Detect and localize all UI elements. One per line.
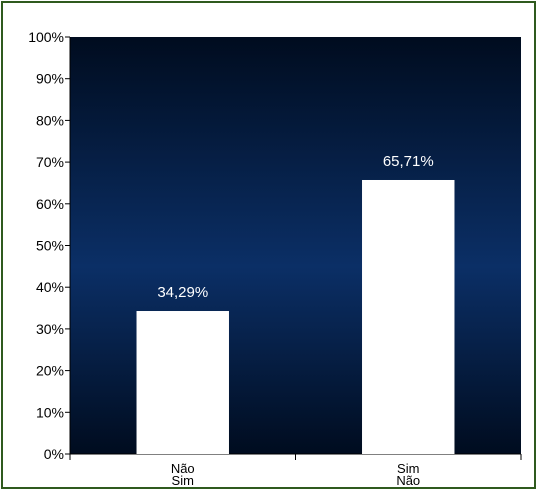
data-label: 34,29% [157,284,208,301]
x-category-label: Não [171,461,195,476]
bars [136,179,455,454]
y-tick-label: 20% [36,363,64,379]
y-tick-label: 0% [44,446,64,462]
x-ghost-label: Não [396,473,420,488]
x-category-label: Sim [397,461,419,476]
bar [136,311,229,454]
x-ghost-label: Sim [172,473,194,488]
y-tick-label: 60% [36,196,64,212]
y-tick-label: 100% [28,29,64,45]
y-tick-label: 80% [36,112,64,128]
bar [362,179,455,454]
y-tick-label: 40% [36,279,64,295]
data-label: 65,71% [383,153,434,170]
y-tick-label: 30% [36,321,64,337]
y-axis: 0% 10% 20% 30% 40% 50% 60% 70% 80% 90% 100% [28,29,71,462]
y-tick-label: 50% [36,238,64,254]
data-labels: 34,29% 65,71% [157,153,433,301]
y-tick-label: 10% [36,404,64,420]
y-tick-label: 90% [36,71,64,87]
y-tick-label: 70% [36,154,64,170]
